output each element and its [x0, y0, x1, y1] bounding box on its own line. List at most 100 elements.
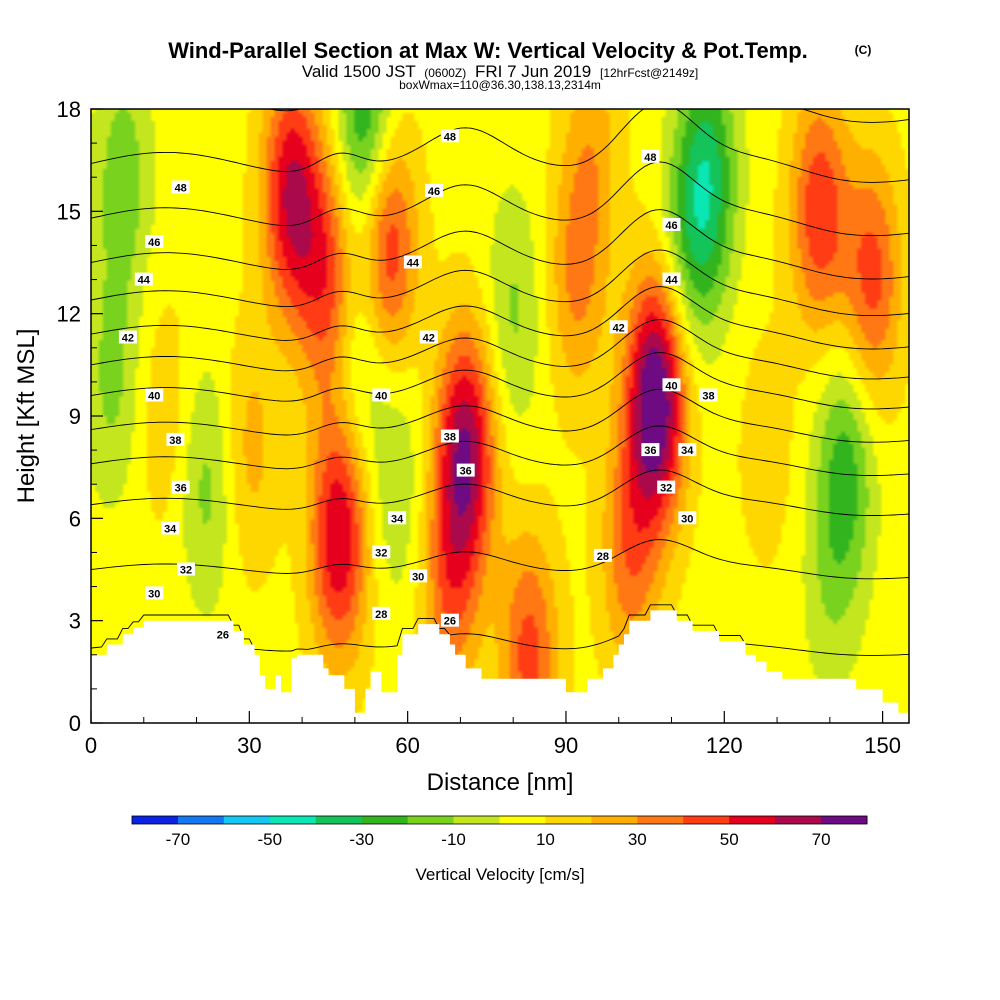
contour-label: 28	[593, 548, 612, 563]
chart-subtitle: Valid 1500 JST (0600Z) FRI 7 Jun 2019 [1…	[302, 62, 698, 81]
theta-contour-30	[91, 469, 909, 516]
theta-contour-34	[91, 388, 909, 443]
contour-label-text: 34	[164, 524, 177, 536]
contour-label-box	[440, 613, 459, 627]
contour-label-text: 42	[423, 333, 435, 345]
theta-contour-32	[91, 425, 909, 476]
contour-label: 30	[145, 586, 164, 600]
x-tick-label: 90	[554, 733, 578, 758]
contour-label-box	[372, 545, 391, 559]
contour-label: 46	[662, 218, 681, 232]
subtitle-date: FRI 7 Jun 2019	[475, 62, 591, 81]
contour-label-box	[409, 569, 428, 583]
contour-label-box	[145, 586, 164, 600]
contour-label: 42	[118, 330, 137, 345]
contour-label: 42	[609, 320, 628, 334]
contour-label-text: 48	[644, 152, 656, 164]
contour-label-box	[425, 183, 443, 197]
colorbar-swatch	[821, 816, 868, 824]
colorbar-tick-label: -70	[166, 830, 191, 849]
y-tick-label: 6	[69, 506, 81, 531]
colorbar-swatch	[407, 816, 455, 824]
contour-label-box	[657, 480, 676, 494]
contour-label-text: 28	[375, 609, 387, 621]
theta-contour-38	[91, 319, 909, 380]
contour-label-box	[145, 235, 164, 248]
contour-label: 30	[409, 569, 428, 583]
contour-label: 48	[171, 180, 190, 195]
contour-label-box	[171, 180, 190, 194]
contour-label: 38	[699, 388, 718, 403]
theta-contour-26	[91, 604, 909, 656]
contour-label-text: 38	[444, 432, 456, 444]
x-tick-label: 150	[864, 733, 901, 758]
contour-label-text: 46	[428, 186, 440, 198]
contour-labels: 48 46 44 42 40 38 36 34 32 30 26 48 46 44 42 40 38 36 34 32…	[118, 129, 718, 641]
contour-label: 48	[641, 149, 660, 164]
contour-label-text: 36	[644, 445, 656, 457]
contour-label-text: 38	[702, 391, 714, 403]
subtitle-main: Valid 1500 JST	[302, 62, 416, 81]
contour-label-text: 32	[180, 565, 192, 577]
colorbar-swatch	[499, 816, 546, 824]
y-tick-label: 12	[57, 302, 81, 327]
contour-label-text: 44	[665, 275, 678, 287]
contour-label: 44	[403, 255, 422, 270]
contour-label-box	[440, 129, 459, 143]
contour-label-box	[213, 627, 232, 641]
colorbar-swatch	[775, 816, 822, 824]
contour-label-text: 42	[122, 333, 134, 345]
contour-label-box	[609, 320, 628, 334]
colorbar-swatch	[132, 816, 179, 824]
contour-label-text: 38	[169, 435, 181, 447]
y-axis: 0 3 6 9 12 15 18	[57, 97, 103, 736]
contour-label: 38	[166, 432, 185, 447]
contour-label: 44	[662, 272, 681, 287]
contour-label-text: 46	[148, 237, 160, 249]
contour-label-text: 32	[375, 547, 387, 559]
contour-label: 40	[145, 388, 164, 403]
colorbar-swatch	[177, 816, 225, 824]
colorbar-swatch	[269, 816, 317, 824]
colorbar-swatch	[453, 816, 500, 824]
contour-label-text: 46	[665, 220, 677, 232]
colorbar-swatch	[683, 816, 730, 824]
colorbar-tick-label: -50	[258, 830, 283, 849]
contour-label-text: 26	[217, 629, 229, 641]
contour-label: 30	[678, 511, 697, 525]
colorbar-swatch	[545, 816, 592, 824]
contour-label: 40	[372, 388, 391, 403]
contour-label-box	[662, 272, 681, 286]
x-tick-label: 30	[237, 733, 261, 758]
theta-contour-46	[91, 161, 909, 237]
contour-label-box	[456, 463, 475, 477]
contour-label-box	[118, 330, 137, 344]
theta-contour-28	[91, 539, 909, 580]
colorbar-swatch	[637, 816, 684, 824]
contour-label-box	[403, 255, 422, 269]
contour-label: 34	[388, 511, 407, 525]
contour-label-text: 34	[391, 513, 404, 525]
contour-label-text: 30	[681, 513, 693, 525]
x-tick-label: 120	[706, 733, 743, 758]
contour-label-box	[662, 378, 681, 392]
contour-label: 40	[662, 378, 681, 392]
contour-label-box	[440, 429, 459, 443]
colorbar-tick-label: 70	[812, 830, 831, 849]
contour-label-text: 42	[613, 322, 625, 334]
contour-label: 32	[177, 562, 195, 577]
colorbar: -70 -50 -30 -10 10 30 50 70	[131, 815, 868, 849]
contour-label: 26	[213, 627, 232, 641]
contour-label-box	[166, 432, 185, 446]
contour-label-box	[419, 330, 438, 344]
contour-label-box	[171, 480, 190, 494]
x-axis-label: Distance [nm]	[427, 769, 574, 796]
contour-label-text: 36	[175, 483, 187, 495]
contour-label-text: 44	[138, 275, 151, 287]
colorbar-tick-label: -10	[441, 830, 466, 849]
contour-label-box	[372, 388, 391, 402]
theta-contour-48	[91, 109, 909, 183]
theta-contour-36	[91, 352, 909, 410]
theta-contour-40	[91, 286, 909, 350]
